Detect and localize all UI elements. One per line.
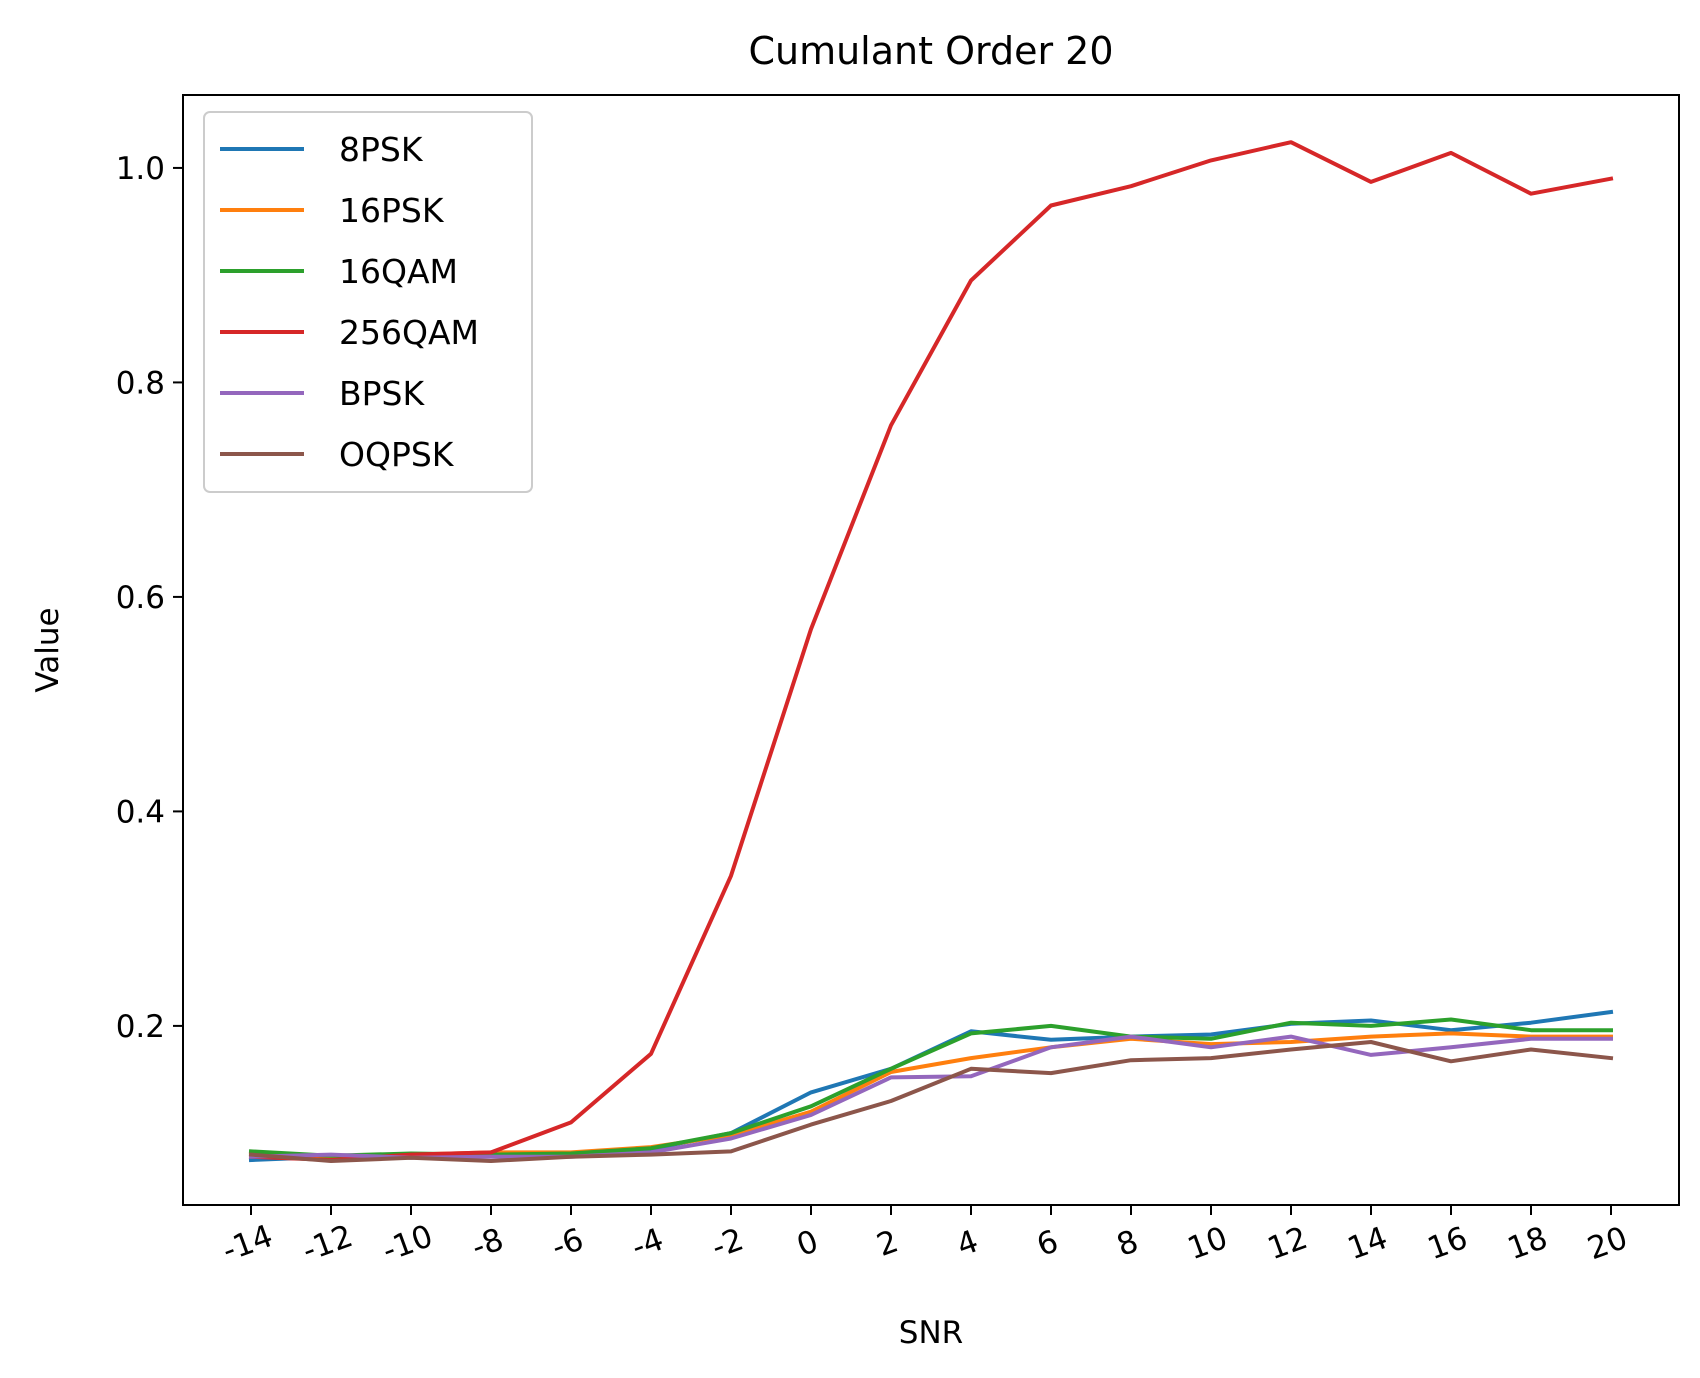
series-line-256qam bbox=[248, 140, 1614, 1162]
y-tick-label: 0.2 bbox=[116, 1009, 165, 1045]
y-tick-label: 0.6 bbox=[116, 580, 165, 616]
x-tick-label: -14 bbox=[218, 1218, 278, 1269]
x-axis: -14 -12 -10 -8 -6 -4 -2 0 2 4 6 8 10 12 14 16 18 20 bbox=[218, 1205, 1632, 1269]
x-tick-label: 10 bbox=[1183, 1220, 1232, 1267]
series-layer bbox=[248, 140, 1614, 1163]
x-tick-label: 8 bbox=[1112, 1223, 1143, 1264]
series-line-oqpsk bbox=[248, 1040, 1614, 1163]
x-tick-label: -6 bbox=[547, 1221, 588, 1265]
x-tick-label: 20 bbox=[1583, 1220, 1632, 1267]
x-tick-label: -2 bbox=[707, 1221, 748, 1265]
x-tick-label: 12 bbox=[1263, 1220, 1312, 1267]
legend-label: 8PSK bbox=[339, 130, 424, 169]
x-tick-label: -10 bbox=[378, 1218, 438, 1269]
x-tick-label: -12 bbox=[298, 1218, 358, 1269]
plot-frame bbox=[182, 94, 1680, 1206]
x-tick-label: 0 bbox=[792, 1223, 823, 1264]
x-tick-label: 6 bbox=[1032, 1223, 1063, 1264]
x-tick-label: 14 bbox=[1343, 1220, 1392, 1267]
chart-title: Cumulant Order 20 bbox=[748, 29, 1113, 73]
y-tick-label: 0.4 bbox=[116, 794, 165, 830]
y-axis-label: Value bbox=[30, 607, 66, 692]
series-line-16qam bbox=[248, 1017, 1613, 1158]
y-axis: 0.2 0.4 0.6 0.8 1.0 bbox=[116, 151, 183, 1045]
x-tick-label: 18 bbox=[1503, 1220, 1552, 1267]
legend-box bbox=[203, 111, 533, 493]
legend-items: 8PSK 16PSK 16QAM 256QAM BPSK OQPSK bbox=[220, 130, 479, 474]
legend-label: BPSK bbox=[339, 374, 425, 413]
legend-label: 16QAM bbox=[339, 252, 458, 291]
legend: 8PSK 16PSK 16QAM 256QAM BPSK OQPSK bbox=[203, 111, 533, 493]
legend-label: 256QAM bbox=[339, 313, 479, 352]
x-tick-label: 2 bbox=[872, 1223, 903, 1264]
x-tick-label: -4 bbox=[627, 1221, 668, 1265]
legend-label: 16PSK bbox=[339, 191, 445, 230]
series-line-bpsk bbox=[248, 1034, 1613, 1160]
x-tick-label: 4 bbox=[952, 1223, 983, 1264]
x-axis-label: SNR bbox=[899, 1315, 963, 1351]
legend-label: OQPSK bbox=[339, 435, 455, 474]
x-tick-label: -8 bbox=[467, 1221, 508, 1265]
x-tick-label: 16 bbox=[1423, 1220, 1472, 1267]
y-tick-label: 1.0 bbox=[116, 151, 165, 187]
y-tick-label: 0.8 bbox=[116, 365, 165, 401]
